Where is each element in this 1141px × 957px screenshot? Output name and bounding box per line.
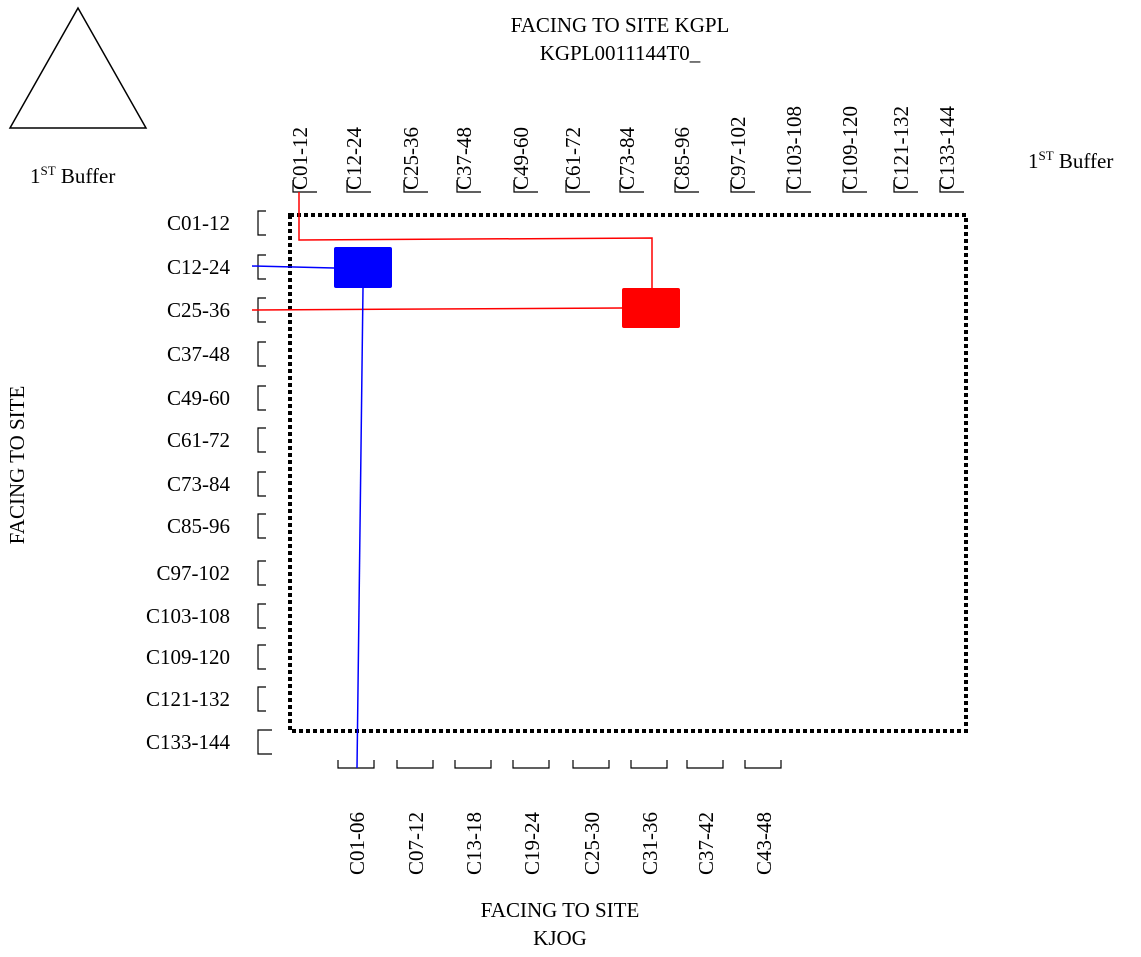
left-port-group: C01-12 C12-24 C25-36 C37-48 C49-60 C61-72 C73-… xyxy=(146,210,272,755)
top-port-label: C49-60 xyxy=(509,127,533,190)
bottom-port-label: C37-42 xyxy=(694,812,718,875)
bottom-port-bracket xyxy=(396,760,434,769)
blue-connection-bottom xyxy=(356,287,364,769)
top-port-label: C121-132 xyxy=(889,106,913,190)
left-port-label: C25-36 xyxy=(167,298,230,322)
buffer-enclosure xyxy=(288,213,968,733)
top-port-bracket xyxy=(456,180,481,193)
top-port-bracket xyxy=(565,180,590,193)
top-title-line2: KGPL0011144T0_ xyxy=(540,41,701,65)
red-connection-top xyxy=(298,192,653,288)
top-port-group: C01-12 C12-24 C25-36 C37-48 C49-60 C61-72 C73-… xyxy=(288,106,964,193)
left-port-bracket xyxy=(257,729,272,755)
bottom-port-label: C01-06 xyxy=(345,812,369,875)
top-port-label: C97-102 xyxy=(726,117,750,191)
left-port-bracket xyxy=(257,210,266,236)
bottom-port-label: C13-18 xyxy=(462,812,486,875)
top-port-bracket xyxy=(893,180,918,193)
left-port-label: C61-72 xyxy=(167,428,230,452)
top-port-label: C61-72 xyxy=(561,127,585,190)
left-port-label: C103-108 xyxy=(146,604,230,628)
left-title: FACING TO SITE xyxy=(5,386,29,545)
top-port-label: C109-120 xyxy=(838,106,862,190)
left-port-bracket xyxy=(257,385,266,411)
top-port-bracket xyxy=(619,180,644,193)
bottom-port-bracket xyxy=(744,760,782,769)
top-port-label: C85-96 xyxy=(670,127,694,190)
left-port-label: C97-102 xyxy=(157,561,231,585)
left-port-label: C109-120 xyxy=(146,645,230,669)
left-port-label: C37-48 xyxy=(167,342,230,366)
bottom-title-line2: KJOG xyxy=(533,926,587,950)
top-port-bracket xyxy=(292,180,317,193)
top-port-bracket xyxy=(513,180,538,193)
top-port-label: C103-108 xyxy=(782,106,806,190)
bottom-port-bracket xyxy=(572,760,610,769)
left-port-bracket xyxy=(257,686,266,712)
bottom-port-bracket xyxy=(512,760,550,769)
left-port-bracket xyxy=(257,341,266,367)
left-port-label: C12-24 xyxy=(167,255,231,279)
top-title-line1: FACING TO SITE KGPL xyxy=(511,13,730,37)
blue-connection-left xyxy=(251,265,335,269)
top-port-label: C12-24 xyxy=(342,127,366,191)
top-port-bracket xyxy=(730,180,755,193)
buffer-label-left: 1ST Buffer xyxy=(30,163,115,188)
left-port-label: C133-144 xyxy=(146,730,231,754)
bottom-port-group: C01-06 C07-12 C13-18 C19-24 C25-30 C31-36 C37-… xyxy=(337,760,782,876)
bottom-title-line1: FACING TO SITE xyxy=(481,898,640,922)
bottom-port-label: C43-48 xyxy=(752,812,776,875)
bottom-port-bracket xyxy=(454,760,492,769)
bottom-port-label: C07-12 xyxy=(404,812,428,875)
left-port-bracket xyxy=(257,560,266,586)
left-port-label: C73-84 xyxy=(167,472,231,496)
left-port-bracket xyxy=(257,427,266,453)
bottom-port-bracket xyxy=(686,760,724,769)
top-port-bracket xyxy=(842,180,867,193)
top-port-label: C133-144 xyxy=(935,106,959,191)
left-port-bracket xyxy=(257,603,266,629)
top-port-bracket xyxy=(403,180,428,193)
top-port-bracket xyxy=(674,180,699,193)
left-port-label: C01-12 xyxy=(167,211,230,235)
left-port-label: C49-60 xyxy=(167,386,230,410)
red-connection-left xyxy=(251,307,623,311)
red-splice-block[interactable] xyxy=(622,288,680,328)
top-port-label: C73-84 xyxy=(615,127,639,191)
buffer-label-right: 1ST Buffer xyxy=(1028,148,1113,173)
left-port-bracket xyxy=(257,254,266,280)
triangle-icon xyxy=(8,6,148,129)
top-port-bracket xyxy=(346,180,371,193)
top-port-bracket xyxy=(786,180,811,193)
left-port-bracket xyxy=(257,471,266,497)
left-port-bracket xyxy=(257,513,266,539)
bottom-port-bracket xyxy=(337,760,375,769)
top-port-label: C25-36 xyxy=(399,127,423,190)
top-port-bracket xyxy=(939,180,964,193)
bottom-port-bracket xyxy=(630,760,668,769)
top-port-label: C37-48 xyxy=(452,127,476,190)
left-port-label: C85-96 xyxy=(167,514,230,538)
bottom-port-label: C25-30 xyxy=(580,812,604,875)
left-port-bracket xyxy=(257,644,266,670)
top-port-label: C01-12 xyxy=(288,127,312,190)
bottom-port-label: C31-36 xyxy=(638,812,662,875)
left-port-label: C121-132 xyxy=(146,687,230,711)
bottom-port-label: C19-24 xyxy=(520,812,544,876)
blue-splice-block[interactable] xyxy=(334,247,392,288)
